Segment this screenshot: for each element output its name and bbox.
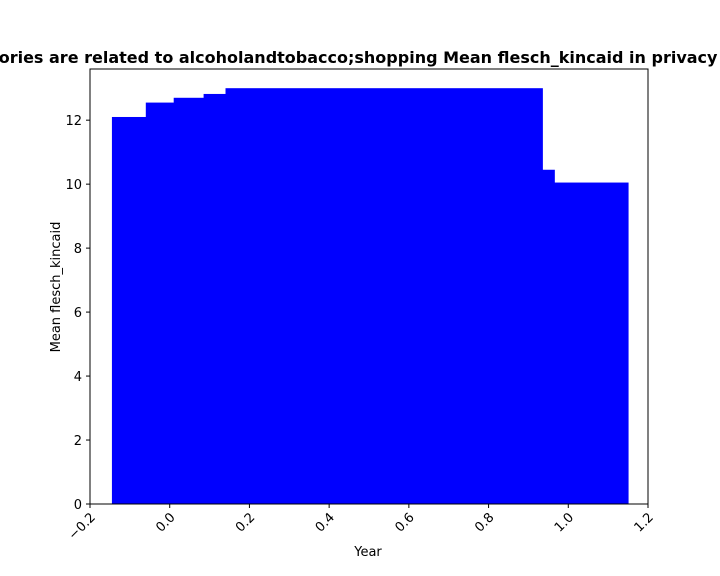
bar-6 bbox=[554, 182, 629, 504]
y-axis-label: Mean flesch_kincaid bbox=[49, 222, 64, 353]
x-axis: −0.2 0.0 0.2 0.4 0.6 0.8 1.0 1.2 bbox=[66, 504, 657, 543]
plot-frame bbox=[89, 68, 649, 505]
x-tick-label-4: 0.6 bbox=[392, 510, 417, 535]
y-tick-label-3: 6 bbox=[74, 306, 82, 321]
chart-title: Categories are related to alcoholandtoba… bbox=[0, 48, 720, 67]
x-tick-label-5: 0.8 bbox=[472, 510, 497, 535]
x-tick-label-0: −0.2 bbox=[66, 510, 99, 543]
bar-3 bbox=[203, 93, 227, 504]
bar-1 bbox=[145, 102, 175, 504]
x-tick-label-1: 0.0 bbox=[153, 510, 178, 535]
y-tick-label-0: 0 bbox=[74, 498, 82, 513]
bar-4 bbox=[225, 88, 543, 505]
x-tick-label-2: 0.2 bbox=[233, 510, 258, 535]
y-tick-label-4: 8 bbox=[74, 242, 82, 257]
bar-2 bbox=[173, 97, 205, 504]
y-tick-label-1: 2 bbox=[74, 434, 82, 449]
bar-5 bbox=[542, 169, 555, 505]
y-tick-label-5: 10 bbox=[65, 178, 82, 193]
x-tick-label-6: 1.0 bbox=[552, 510, 577, 535]
x-axis-label: Year bbox=[353, 545, 382, 560]
bar-0 bbox=[111, 116, 147, 505]
y-axis: 0 2 4 6 8 10 12 bbox=[65, 114, 90, 513]
y-tick-label-6: 12 bbox=[65, 114, 82, 129]
x-tick-label-7: 1.2 bbox=[632, 510, 657, 535]
x-tick-label-3: 0.4 bbox=[313, 510, 338, 535]
bar-group bbox=[111, 88, 629, 505]
y-tick-label-2: 4 bbox=[74, 370, 82, 385]
